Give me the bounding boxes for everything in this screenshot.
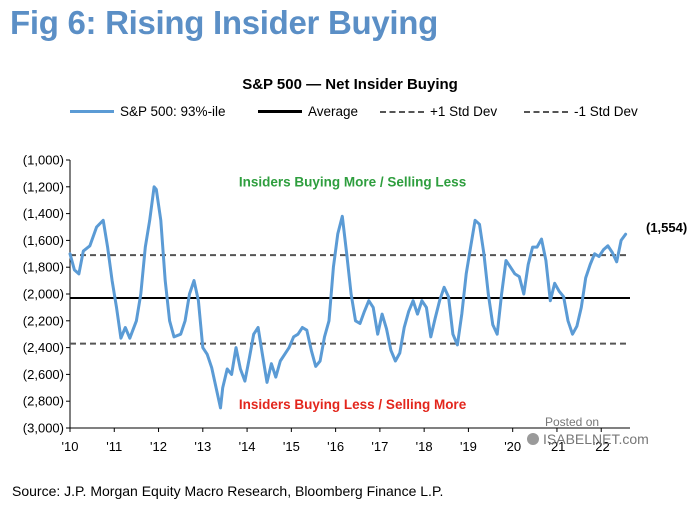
figure-title: Fig 6: Rising Insider Buying (10, 4, 438, 41)
legend-label-sp500: S&P 500: 93%-ile (120, 104, 226, 119)
watermark-site-label: ISABELNET.com (543, 431, 649, 447)
y-tick-label: (1,400) (23, 206, 64, 221)
globe-icon (527, 433, 539, 445)
y-tick-label: (1,600) (23, 233, 64, 248)
watermark-posted: Posted on (545, 415, 600, 429)
x-tick-label: '12 (150, 439, 167, 454)
x-tick-label: '16 (327, 439, 344, 454)
legend-label-average: Average (308, 104, 359, 119)
watermark-site: ISABELNET.com (527, 431, 649, 447)
x-tick-label: '14 (239, 439, 256, 454)
x-tick-label: '19 (460, 439, 477, 454)
y-tick-label: (1,000) (23, 153, 64, 168)
y-tick-label: (2,600) (23, 367, 64, 382)
x-tick-label: '20 (504, 439, 521, 454)
legend-item-plus-std: +1 Std Dev (380, 104, 497, 119)
x-tick-label: '22 (593, 439, 610, 454)
legend-label-minus-std: -1 Std Dev (574, 104, 638, 119)
y-tick-label: (2,800) (23, 394, 64, 409)
legend-item-average: Average (258, 104, 358, 119)
legend-swatch-minus-std (524, 110, 568, 113)
legend-label-plus-std: +1 Std Dev (430, 104, 498, 119)
y-tick-label: (2,000) (23, 287, 64, 302)
legend-item-sp500: S&P 500: 93%-ile (70, 104, 226, 119)
y-tick-label: (1,800) (23, 260, 64, 275)
annotation-buying-less: Insiders Buying Less / Selling More (239, 397, 467, 412)
x-tick-label: '17 (371, 439, 388, 454)
x-tick-label: '13 (194, 439, 211, 454)
legend-item-minus-std: -1 Std Dev (524, 104, 638, 119)
legend-swatch-sp500 (70, 110, 114, 113)
y-tick-label: (3,000) (23, 421, 64, 436)
x-tick-label: '11 (106, 439, 122, 454)
x-tick-label: '21 (548, 439, 565, 454)
source-note: Source: J.P. Morgan Equity Macro Researc… (12, 483, 444, 499)
x-tick-label: '10 (62, 439, 79, 454)
legend-swatch-average (258, 110, 302, 113)
last-value-label: (1,554) (646, 220, 687, 235)
series-line-sp500 (68, 185, 628, 410)
chart-title: S&P 500 — Net Insider Buying (242, 76, 458, 93)
annotation-buying-more: Insiders Buying More / Selling Less (239, 174, 466, 189)
x-tick-label: '18 (416, 439, 433, 454)
x-tick-label: '15 (283, 439, 300, 454)
y-tick-label: (2,400) (23, 340, 64, 355)
y-tick-label: (2,200) (23, 313, 64, 328)
y-tick-label: (1,200) (23, 179, 64, 194)
legend-swatch-plus-std (380, 110, 424, 113)
